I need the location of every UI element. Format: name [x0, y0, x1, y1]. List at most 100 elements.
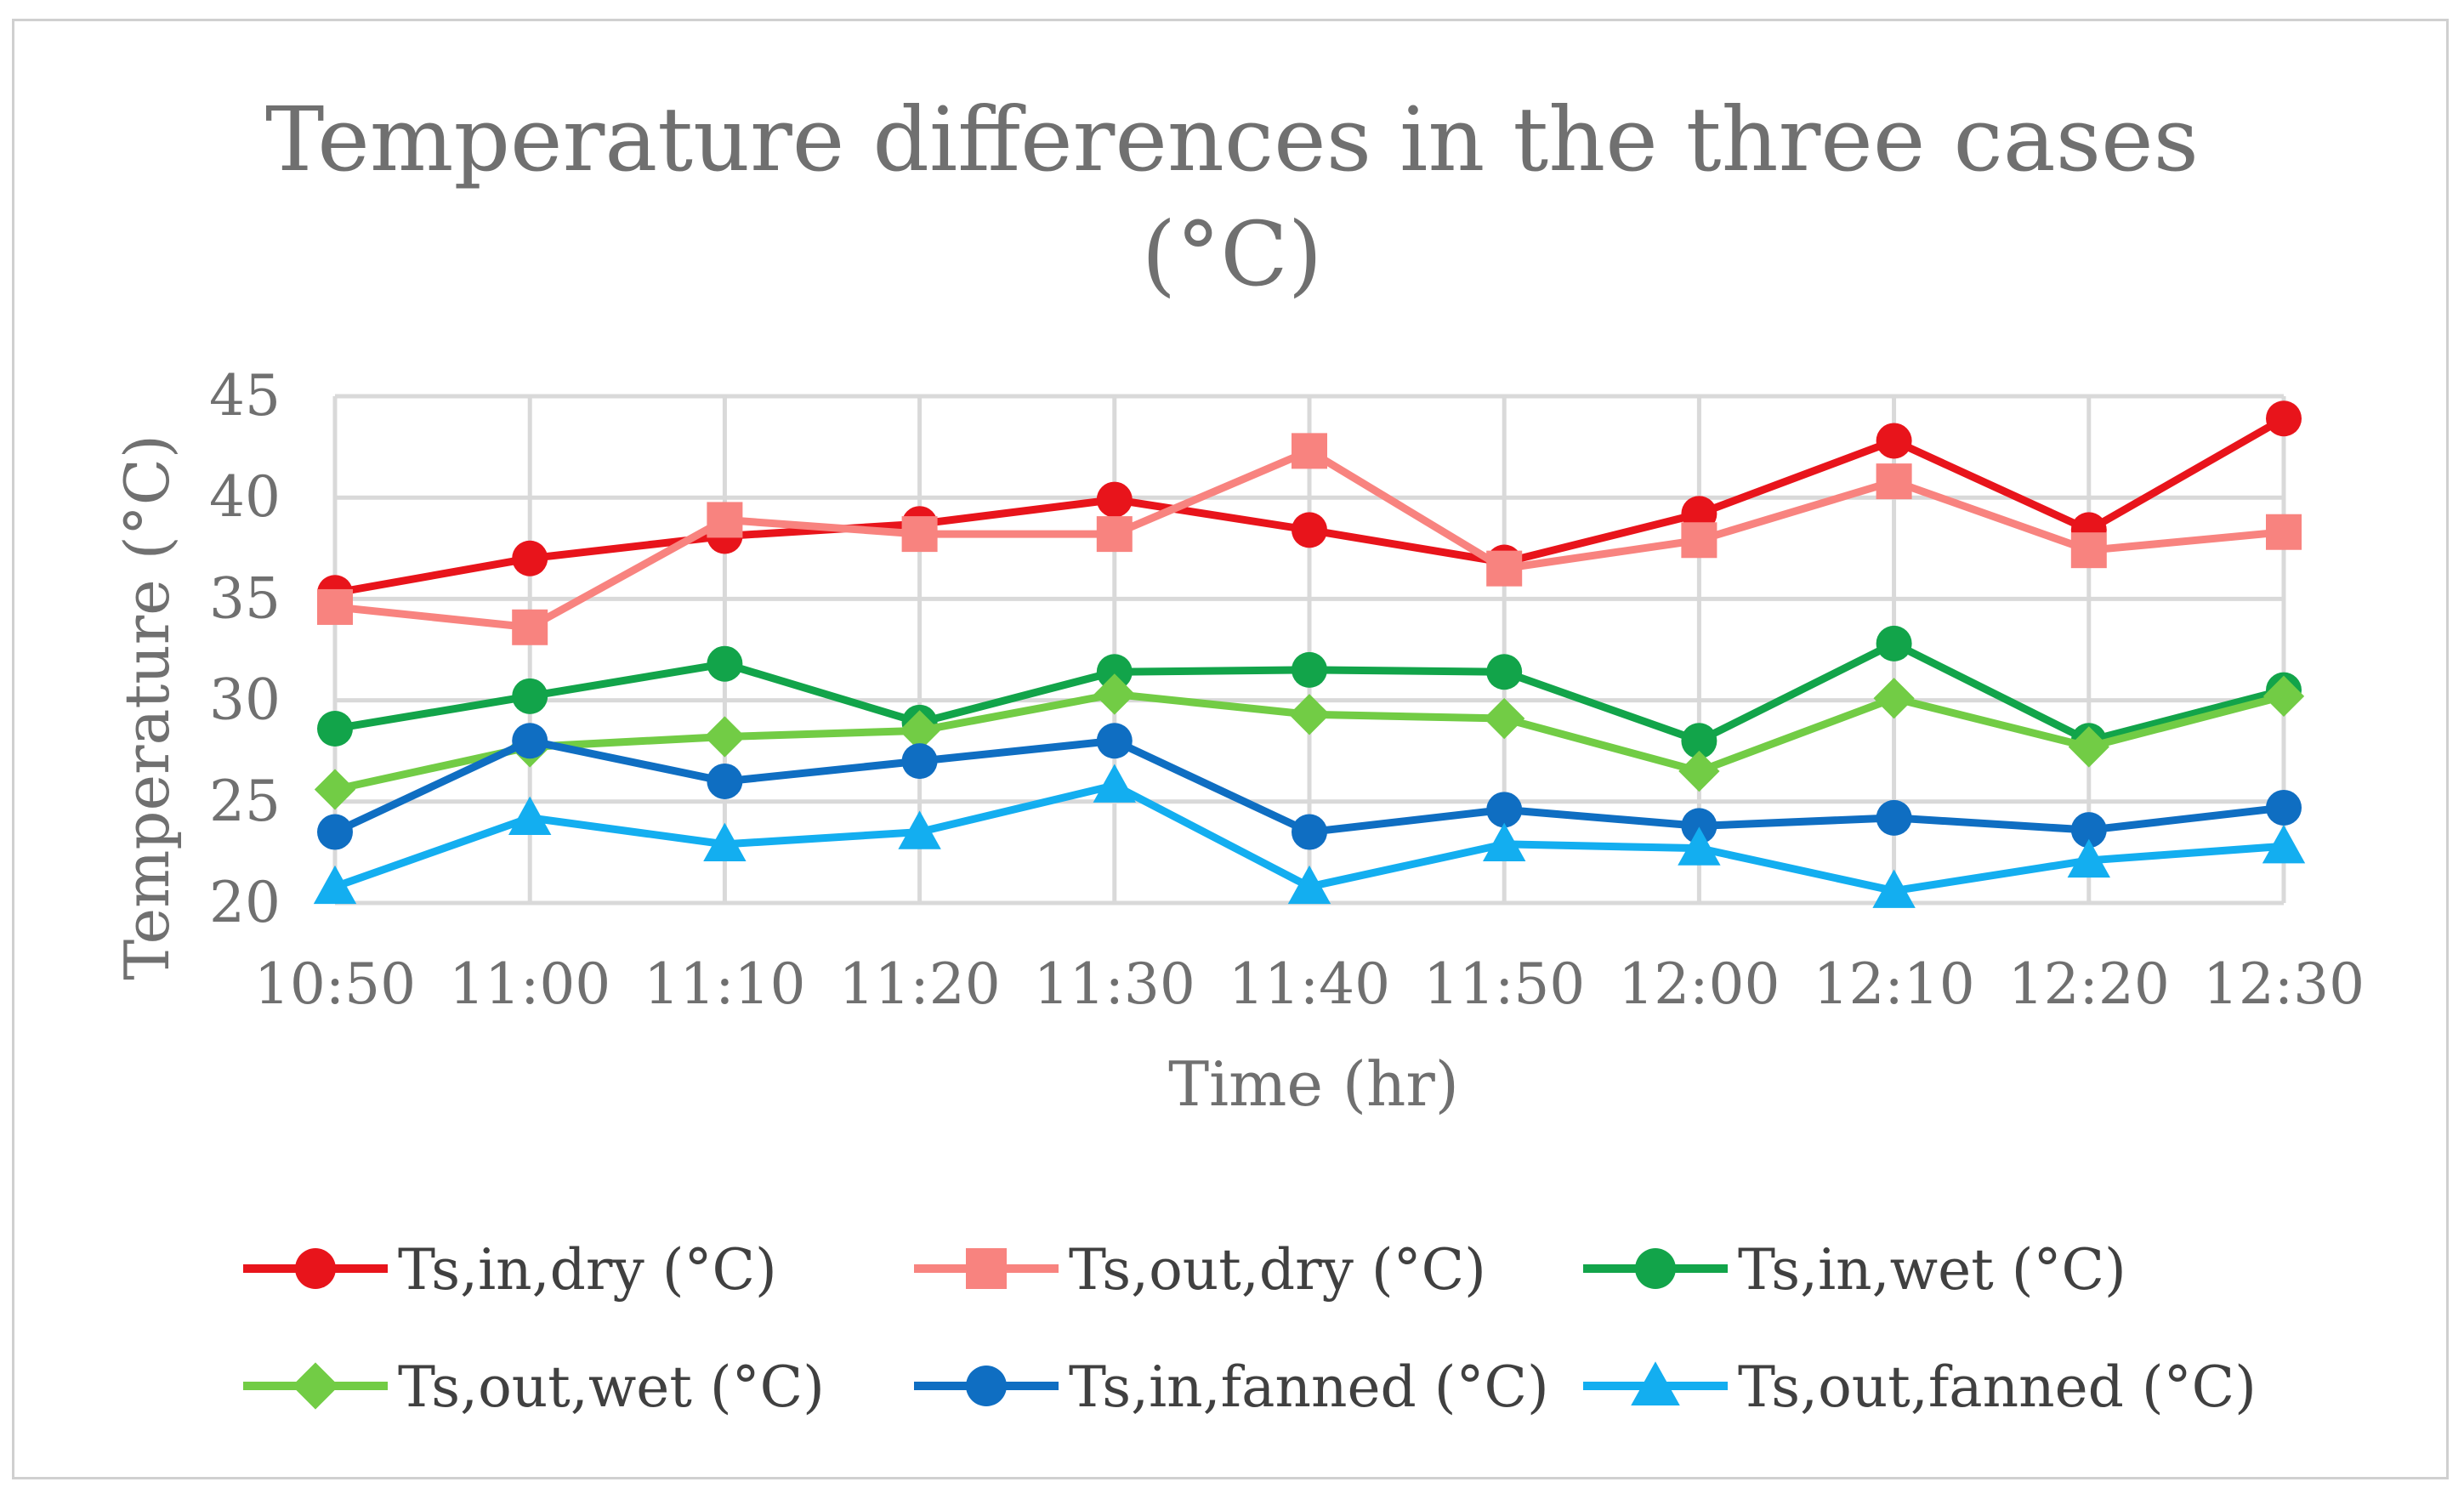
x-axis-label: Time (hr): [1168, 1048, 1459, 1120]
data-point: [707, 763, 743, 799]
legend-marker: [966, 1248, 1007, 1289]
data-point: [1681, 723, 1717, 759]
x-tick-label: 11:30: [1034, 951, 1195, 1017]
series-5: [313, 764, 2306, 908]
legend-marker: [966, 1366, 1007, 1406]
y-axis-label: Temperature (°C): [111, 434, 183, 980]
series-4: [317, 723, 2302, 850]
data-point: [313, 865, 357, 905]
data-point: [512, 678, 548, 714]
y-tick-label: 25: [209, 769, 281, 834]
data-point: [1292, 814, 1327, 850]
y-axis-ticks: 20 25 30 35 40 45: [209, 363, 281, 935]
x-tick-label: 11:00: [449, 951, 610, 1017]
data-point: [512, 723, 548, 759]
data-point: [1876, 423, 1912, 459]
legend-item: Ts,out,wet (°C): [243, 1354, 825, 1420]
data-point: [1486, 792, 1523, 828]
data-point: [703, 822, 747, 862]
x-tick-label: 11:50: [1423, 951, 1585, 1017]
data-point: [317, 710, 353, 747]
legend-item: Ts,in,fanned (°C): [914, 1354, 1549, 1420]
legend-label: Ts,in,wet (°C): [1738, 1237, 2126, 1303]
legend-label: Ts,out,wet (°C): [398, 1354, 825, 1420]
data-point: [2266, 514, 2302, 550]
data-point: [1681, 808, 1717, 844]
y-tick-label: 45: [209, 363, 281, 429]
chart-title-line-2: (°C): [1142, 202, 1323, 306]
data-point: [1288, 694, 1331, 735]
chart-frame: [12, 19, 2449, 1479]
data-point: [704, 716, 746, 758]
data-point: [2070, 532, 2107, 569]
data-point: [1093, 673, 1135, 715]
data-point: [1287, 865, 1331, 905]
x-tick-label: 11:10: [644, 951, 805, 1017]
data-point: [1484, 697, 1525, 740]
data-point: [1093, 764, 1136, 803]
legend-label: Ts,in,fanned (°C): [1069, 1354, 1549, 1420]
data-point: [512, 540, 548, 576]
data-point: [1096, 481, 1133, 518]
data-point: [2262, 825, 2306, 864]
y-tick-label: 35: [209, 565, 281, 631]
data-point: [1876, 799, 1912, 836]
data-point: [317, 588, 353, 625]
x-tick-label: 12:30: [2203, 951, 2365, 1017]
data-point: [1483, 822, 1526, 862]
legend-marker: [292, 1362, 339, 1410]
data-point: [314, 769, 356, 810]
data-point: [2067, 838, 2110, 878]
data-point: [2266, 400, 2302, 437]
data-point: [1876, 625, 1912, 661]
series-3: [314, 673, 2305, 810]
data-point: [1678, 750, 1720, 792]
data-point: [2262, 675, 2305, 717]
legend-item: Ts,out,dry (°C): [914, 1237, 1486, 1303]
data-point: [1292, 512, 1327, 548]
legend-marker: [1631, 1361, 1680, 1406]
data-point: [2266, 789, 2302, 826]
data-point: [1876, 463, 1912, 500]
legend: Ts,in,dry (°C) Ts,out,dry (°C) Ts,in,wet (…: [243, 1237, 2257, 1420]
data-point: [899, 710, 940, 752]
data-point: [1096, 654, 1133, 690]
data-point: [1681, 522, 1717, 559]
legend-marker: [1635, 1248, 1676, 1289]
data-point: [1486, 654, 1523, 690]
x-tick-label: 11:40: [1229, 951, 1390, 1017]
series-layer: [313, 400, 2306, 908]
legend-item: Ts,in,wet (°C): [1583, 1237, 2126, 1303]
data-point: [1292, 433, 1327, 469]
legend-item: Ts,out,fanned (°C): [1583, 1354, 2257, 1420]
data-point: [1872, 869, 1916, 908]
legend-marker: [295, 1248, 336, 1289]
data-point: [2068, 726, 2109, 768]
series-1: [317, 433, 2302, 645]
x-tick-label: 10:50: [254, 951, 416, 1017]
legend-label: Ts,out,dry (°C): [1069, 1237, 1486, 1303]
data-point: [901, 516, 938, 553]
data-point: [1873, 678, 1915, 719]
data-point: [1678, 826, 1721, 866]
data-point: [1292, 651, 1327, 688]
data-point: [2070, 812, 2107, 849]
y-tick-label: 20: [209, 870, 281, 935]
data-point: [1096, 516, 1133, 553]
data-point: [1486, 550, 1523, 587]
legend-label: Ts,in,dry (°C): [398, 1237, 777, 1303]
data-point: [707, 502, 743, 538]
x-tick-label: 12:00: [1618, 951, 1780, 1017]
legend-label: Ts,out,fanned (°C): [1738, 1354, 2257, 1420]
legend-item: Ts,in,dry (°C): [243, 1237, 777, 1303]
x-tick-label: 11:20: [838, 951, 1000, 1017]
x-tick-label: 12:10: [1813, 951, 1974, 1017]
data-point: [898, 810, 941, 849]
chart-title-line-1: Temperature differences in the three cas…: [265, 88, 2199, 191]
data-point: [512, 609, 548, 645]
data-point: [901, 743, 938, 780]
y-tick-label: 40: [209, 464, 281, 530]
x-tick-label: 12:20: [2008, 951, 2170, 1017]
data-point: [317, 814, 353, 850]
